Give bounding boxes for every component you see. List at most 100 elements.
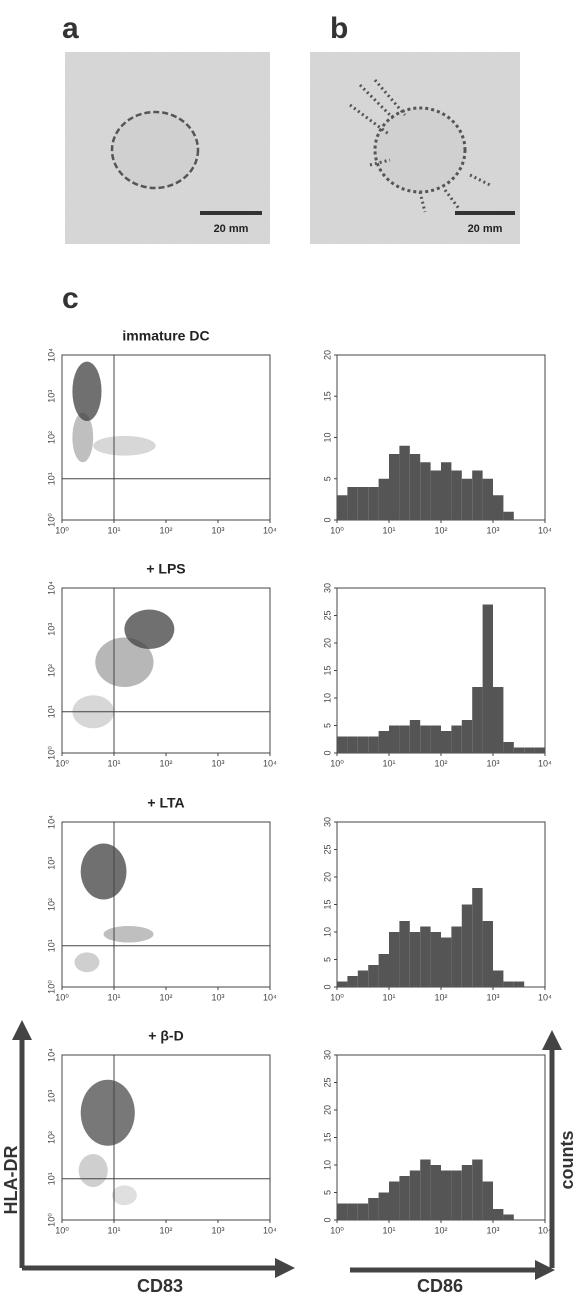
y-tick-label: 10¹ [46, 705, 56, 718]
y-tick-label: 15 [322, 1132, 332, 1142]
bar [420, 926, 431, 987]
x-tick-label: 10⁰ [330, 525, 344, 535]
x-tick-label: 10⁰ [55, 758, 69, 768]
bar [441, 1170, 452, 1220]
y-tick-label: 10⁴ [46, 348, 56, 362]
y-tick-label: 10⁴ [46, 1048, 56, 1062]
cell-cloud [93, 435, 156, 456]
x-tick-label: 10³ [486, 992, 499, 1002]
x-tick-label: 10⁰ [330, 1225, 344, 1235]
bar [472, 687, 483, 753]
x-tick-label: 10¹ [107, 758, 120, 768]
bar [357, 736, 369, 753]
bar [389, 454, 400, 520]
cell-cloud [72, 412, 94, 463]
bar [357, 970, 369, 987]
y-tick-label: 10³ [46, 857, 56, 870]
panel-label: c [62, 282, 79, 315]
bar [399, 725, 410, 753]
bar [493, 687, 504, 753]
cell-cloud [111, 1185, 137, 1206]
axis-label: counts [557, 1130, 577, 1189]
bar [472, 1159, 483, 1220]
bar [389, 1181, 400, 1220]
y-tick-label: 10⁴ [46, 815, 56, 829]
x-tick-label: 10¹ [382, 758, 395, 768]
x-tick-label: 10⁴ [263, 758, 277, 768]
y-tick-label: 5 [322, 1190, 332, 1195]
bar [420, 1159, 431, 1220]
y-tick-label: 10³ [46, 390, 56, 403]
bar [451, 926, 462, 987]
x-tick-label: 10⁴ [538, 992, 552, 1002]
cell-cloud [78, 1154, 108, 1187]
bar [451, 1170, 462, 1220]
y-tick-label: 5 [322, 476, 332, 481]
bar [493, 495, 504, 520]
bar [347, 736, 358, 753]
axis-label: CD86 [417, 1276, 463, 1296]
bar [368, 1198, 379, 1220]
bar [409, 932, 421, 987]
y-tick-label: 10⁰ [46, 746, 56, 760]
y-tick-label: 25 [322, 844, 332, 854]
x-tick-label: 10⁴ [538, 758, 552, 768]
bar [482, 921, 493, 987]
x-tick-label: 10² [434, 758, 447, 768]
bar [399, 921, 410, 987]
x-tick-label: 10² [159, 525, 172, 535]
bar [461, 478, 473, 520]
cell-cloud [80, 1079, 135, 1146]
bar [357, 487, 369, 520]
bar [409, 1170, 421, 1220]
y-tick-label: 10² [46, 898, 56, 911]
y-tick-label: 20 [322, 350, 332, 360]
bar [430, 1165, 441, 1220]
bar [347, 1203, 358, 1220]
x-tick-label: 10⁴ [263, 525, 277, 535]
bar [513, 981, 525, 987]
panel-label: a [62, 12, 79, 45]
x-tick-label: 10¹ [107, 1225, 120, 1235]
y-tick-label: 10³ [46, 623, 56, 636]
bar [461, 720, 473, 753]
x-tick-label: 10⁰ [330, 758, 344, 768]
bar [430, 932, 441, 987]
bar [451, 470, 462, 520]
bar [430, 470, 441, 520]
bar [482, 1181, 493, 1220]
bar [357, 1203, 369, 1220]
x-tick-label: 10² [159, 992, 172, 1002]
row-title: + LTA [147, 795, 184, 811]
x-tick-label: 10¹ [382, 992, 395, 1002]
y-tick-label: 10¹ [46, 472, 56, 485]
bar [503, 511, 514, 520]
scale-bar-label: 20 mm [214, 223, 249, 235]
cell-cloud [74, 952, 100, 973]
y-tick-label: 10 [322, 1160, 332, 1170]
cell-cloud [80, 843, 127, 900]
y-tick-label: 15 [322, 391, 332, 401]
y-tick-label: 10³ [46, 1090, 56, 1103]
y-tick-label: 0 [322, 984, 332, 989]
bar [368, 736, 379, 753]
bar [337, 1203, 348, 1220]
y-tick-label: 10 [322, 927, 332, 937]
x-tick-label: 10³ [211, 525, 224, 535]
x-tick-label: 10⁴ [538, 525, 552, 535]
cell-cloud [124, 609, 175, 650]
y-tick-label: 10² [46, 664, 56, 677]
y-tick-label: 15 [322, 899, 332, 909]
x-tick-label: 10¹ [107, 992, 120, 1002]
axis-label: CD83 [137, 1276, 183, 1296]
y-tick-label: 10⁰ [46, 513, 56, 527]
bar [337, 981, 348, 987]
x-tick-label: 10² [159, 758, 172, 768]
y-tick-label: 10⁰ [46, 980, 56, 994]
x-tick-label: 10³ [211, 992, 224, 1002]
bar [461, 1165, 473, 1220]
y-tick-label: 0 [322, 517, 332, 522]
bar [378, 1192, 389, 1220]
y-tick-label: 10⁴ [46, 581, 56, 595]
y-tick-label: 10² [46, 431, 56, 444]
